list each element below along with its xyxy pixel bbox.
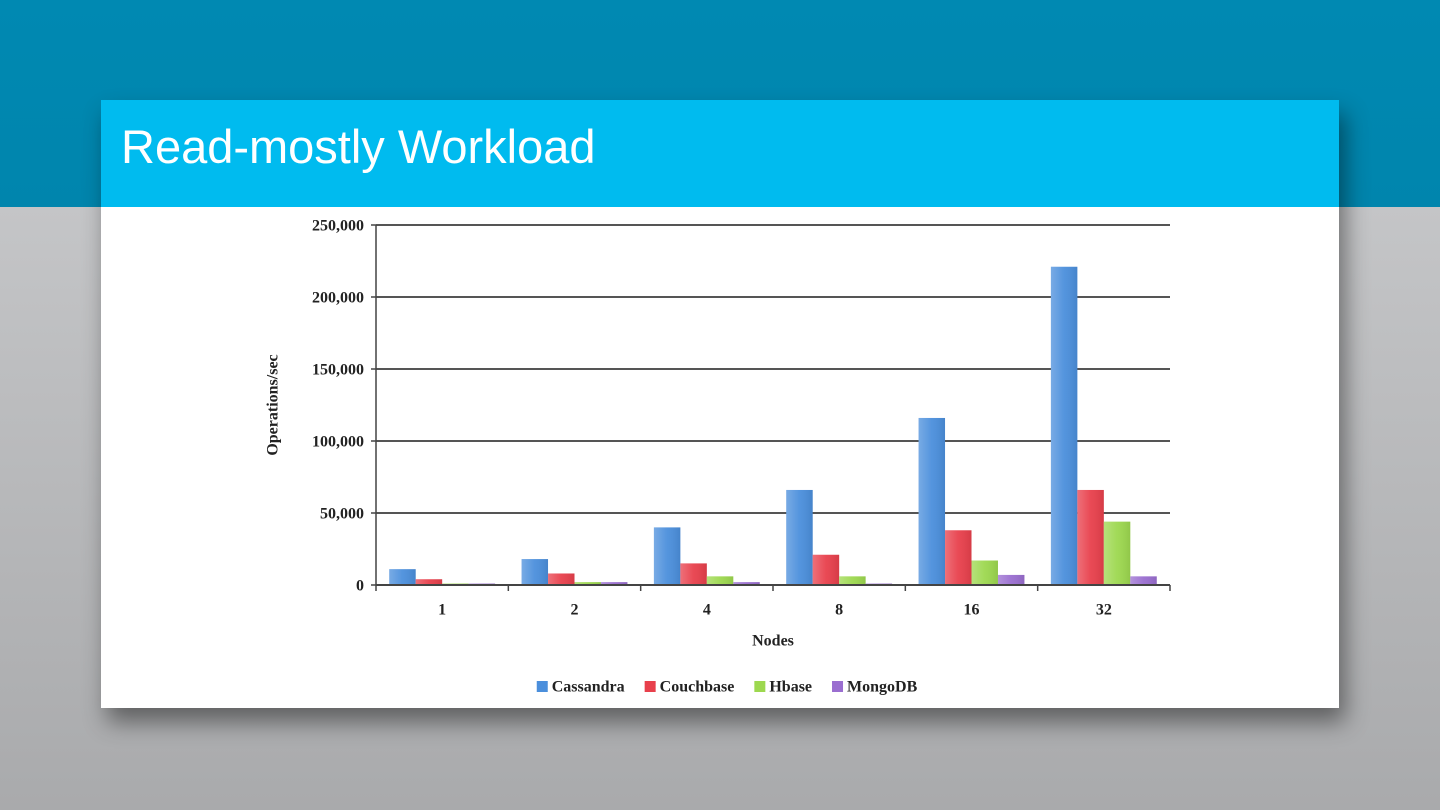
bar-shine — [971, 560, 998, 585]
bar-shine — [1103, 521, 1131, 585]
bar-shine — [812, 554, 840, 585]
slide-card: Read-mostly Workload — [101, 100, 1339, 708]
legend-swatch — [644, 681, 656, 692]
y-tick-label: 100,000 — [312, 434, 364, 451]
x-axis-label: Nodes — [752, 633, 794, 650]
slide-title: Read-mostly Workload — [121, 120, 596, 173]
bar-shine — [653, 527, 681, 585]
y-tick-label: 150,000 — [312, 362, 364, 379]
bar-shine — [680, 563, 707, 585]
bar-shine — [600, 582, 628, 585]
legend-label: MongoDB — [847, 679, 918, 696]
bar-shine — [733, 582, 760, 585]
x-tick-label: 1 — [438, 602, 446, 619]
bar-shine — [706, 576, 734, 585]
bar-shine — [786, 489, 813, 585]
bar-shine — [839, 576, 866, 585]
bar-shine — [1130, 576, 1157, 585]
x-tick-label: 2 — [571, 602, 579, 619]
y-tick-label: 200,000 — [312, 290, 364, 307]
y-tick-label: 250,000 — [312, 218, 364, 235]
bar-shine — [548, 573, 575, 585]
legend-label: Cassandra — [552, 679, 625, 696]
y-tick-label: 0 — [356, 578, 364, 595]
x-tick-label: 32 — [1096, 602, 1112, 619]
bar-shine — [521, 559, 549, 585]
legend-label: Couchbase — [660, 679, 735, 696]
bar-shine — [415, 579, 443, 585]
x-tick-label: 4 — [703, 602, 711, 619]
legend-label: Hbase — [769, 679, 812, 696]
legend-swatch — [754, 681, 766, 692]
y-axis-label: Operations/sec — [265, 354, 282, 455]
bar-shine — [1050, 266, 1078, 585]
bar-shine — [574, 582, 601, 585]
legend-swatch — [832, 681, 844, 692]
bar-shine — [1077, 489, 1104, 585]
bar-shine — [918, 417, 946, 585]
bar-shine — [389, 569, 416, 585]
x-tick-label: 16 — [964, 602, 980, 619]
title-bar: Read-mostly Workload — [101, 100, 1339, 207]
bar-shine — [945, 530, 972, 585]
legend-swatch — [536, 681, 548, 692]
x-tick-label: 8 — [835, 602, 843, 619]
bar-shine — [997, 574, 1025, 585]
y-tick-label: 50,000 — [320, 506, 364, 523]
